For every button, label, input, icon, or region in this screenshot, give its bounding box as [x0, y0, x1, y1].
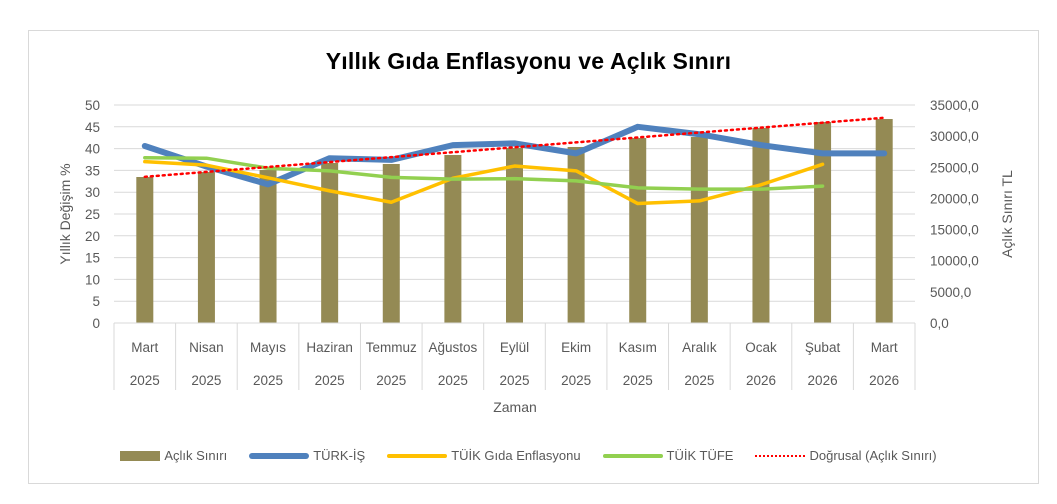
x-tick-year: 2026	[808, 373, 838, 388]
bar	[444, 155, 462, 323]
y-tick-label: 40	[85, 142, 100, 157]
bar	[197, 172, 215, 323]
line-TÜRK-İŞ	[141, 123, 888, 188]
y2-tick-label: 10000,0	[930, 254, 979, 269]
x-tick-month: Mayıs	[250, 340, 286, 355]
x-tick-month: Eylül	[500, 340, 529, 355]
y-tick-label: 20	[85, 229, 100, 244]
x-tick-year: 2025	[684, 373, 714, 388]
right-axis-title: Açlık Sınırı TL	[999, 170, 1015, 258]
line-TÜİK TÜFE	[143, 156, 825, 191]
y2-tick-label: 30000,0	[930, 129, 979, 144]
x-tick-month: Nisan	[189, 340, 224, 355]
legend-label: TÜİK TÜFE	[666, 448, 734, 463]
bar	[875, 119, 893, 323]
x-tick-month: Mart	[131, 340, 158, 355]
y-tick-label: 5	[92, 294, 100, 309]
y2-tick-label: 5000,0	[930, 285, 971, 300]
bar	[259, 170, 277, 323]
legend-label: TÜİK Gıda Enflasyonu	[451, 448, 581, 463]
x-tick-year: 2025	[130, 373, 160, 388]
x-tick-year: 2026	[869, 373, 899, 388]
legend-label: TÜRK-İŞ	[313, 448, 366, 463]
legend: Açlık Sınırı TÜRK-İŞ TÜİK Gıda Enflasyon…	[0, 448, 1057, 463]
line-swatch-icon	[249, 452, 310, 459]
left-axis-ticks: 0 5 10 15 20 25 30 35 40 45 50	[85, 98, 100, 331]
bar	[567, 146, 585, 323]
bar	[814, 122, 832, 323]
line-swatch-icon	[602, 453, 663, 458]
x-tick-month: Mart	[871, 340, 898, 355]
x-tick-year: 2025	[253, 373, 283, 388]
x-tick-month: Haziran	[306, 340, 353, 355]
x-tick-year: 2025	[561, 373, 591, 388]
dotted-line-swatch-icon	[755, 454, 806, 457]
legend-item-tuik-gida[interactable]: TÜİK Gıda Enflasyonu	[387, 448, 581, 463]
y-tick-label: 50	[85, 98, 100, 113]
y-tick-label: 25	[85, 207, 100, 222]
x-tick-year: 2025	[191, 373, 221, 388]
y2-tick-label: 35000,0	[930, 98, 979, 113]
x-tick-month: Ekim	[561, 340, 591, 355]
bar	[382, 163, 400, 323]
y2-tick-label: 0,0	[930, 316, 949, 331]
line-series	[141, 116, 888, 206]
x-tick-year: 2025	[623, 373, 653, 388]
line-swatch-icon	[387, 453, 448, 458]
y2-tick-label: 15000,0	[930, 223, 979, 238]
x-tick-year: 2025	[499, 373, 529, 388]
bar	[629, 138, 647, 323]
x-axis-title: Zaman	[493, 399, 537, 415]
chart-title: Yıllık Gıda Enflasyonu ve Açlık Sınırı	[325, 48, 732, 74]
left-axis-title: Yıllık Değişim %	[57, 163, 73, 264]
bar	[752, 127, 770, 323]
bar	[321, 162, 339, 323]
y2-tick-label: 20000,0	[930, 191, 979, 206]
y-tick-label: 10	[85, 272, 100, 287]
y-tick-label: 15	[85, 251, 100, 266]
chart-area	[28, 30, 1039, 484]
y2-tick-label: 25000,0	[930, 160, 979, 175]
x-tick-month: Ocak	[745, 340, 777, 355]
y-tick-label: 30	[85, 185, 100, 200]
legend-item-tuik-tufe[interactable]: TÜİK TÜFE	[602, 448, 734, 463]
line-TÜİK Gıda Enflasyonu	[143, 159, 825, 206]
x-tick-year: 2025	[438, 373, 468, 388]
x-tick-year: 2025	[315, 373, 345, 388]
y-tick-label: 45	[85, 120, 100, 135]
legend-item-trendline[interactable]: Doğrusal (Açlık Sınırı)	[755, 448, 937, 463]
x-tick-month: Aralık	[682, 340, 717, 355]
legend-item-aclik-siniri[interactable]: Açlık Sınırı	[120, 448, 227, 463]
y-tick-label: 35	[85, 163, 100, 178]
bar	[690, 137, 708, 323]
x-tick-year: 2026	[746, 373, 776, 388]
legend-label: Doğrusal (Açlık Sınırı)	[809, 448, 937, 463]
x-tick-month: Kasım	[619, 340, 657, 355]
legend-label: Açlık Sınırı	[164, 448, 228, 463]
legend-item-turk-is[interactable]: TÜRK-İŞ	[249, 448, 365, 463]
right-axis-ticks: 0,0 5000,0 10000,0 15000,0 20000,0 25000,0 300…	[930, 98, 979, 331]
x-tick-month: Temmuz	[366, 340, 417, 355]
trendline	[143, 116, 886, 179]
category-axis: Mart 2025 Nisan 2025 Mayıs 2025 Haziran 2025 Tem…	[113, 322, 916, 390]
bar	[136, 177, 154, 323]
bar-swatch-icon	[120, 450, 161, 461]
x-tick-month: Şubat	[805, 340, 841, 355]
x-tick-year: 2025	[376, 373, 406, 388]
bar-series-aclik-siniri	[136, 119, 893, 323]
bar	[506, 147, 523, 323]
y-tick-label: 0	[92, 316, 100, 331]
x-tick-month: Ağustos	[428, 340, 477, 355]
